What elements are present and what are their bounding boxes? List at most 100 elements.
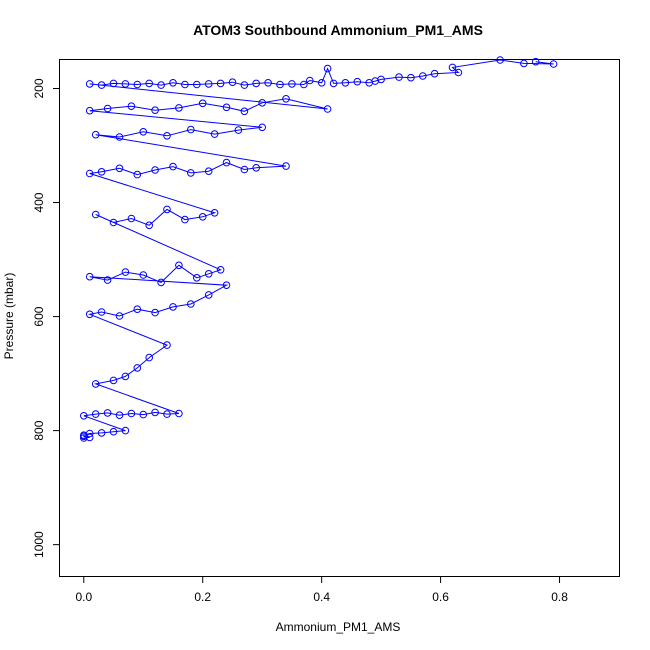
data-point: [407, 73, 415, 82]
data-point: [80, 434, 88, 442]
data-point: [127, 214, 136, 223]
data-point: [323, 105, 332, 113]
x-tick-label: 0.2: [194, 590, 211, 604]
data-point: [151, 166, 159, 174]
data-point: [454, 68, 463, 77]
data-point: [97, 168, 106, 176]
data-point: [91, 210, 100, 219]
data-point: [97, 308, 106, 316]
data-point: [121, 372, 130, 381]
data-point: [97, 81, 106, 89]
data-point: [175, 104, 183, 112]
data-point: [531, 57, 540, 66]
x-axis-label: Ammonium_PM1_AMS: [276, 620, 401, 634]
data-point: [115, 312, 124, 320]
data-point: [198, 99, 207, 108]
data-point: [115, 133, 124, 141]
data-point: [85, 433, 94, 442]
x-tick-label: 0.4: [313, 590, 330, 604]
data-point: [163, 205, 171, 214]
data-point: [258, 123, 267, 132]
data-point: [169, 303, 177, 311]
data-point: [549, 60, 558, 68]
data-point: [80, 412, 88, 420]
data-point: [306, 76, 314, 85]
data-point: [341, 79, 350, 87]
data-point: [240, 81, 249, 89]
data-point: [187, 169, 195, 177]
data-point: [91, 380, 100, 388]
data-point: [496, 56, 504, 64]
data-point: [115, 411, 124, 420]
data-point: [91, 410, 100, 418]
data-point: [115, 164, 124, 173]
data-point: [187, 125, 195, 134]
data-point: [288, 80, 296, 88]
data-point: [133, 170, 142, 179]
data-point: [109, 79, 118, 88]
plot-frame: [59, 59, 620, 577]
data-point: [187, 300, 195, 308]
data-point: [175, 261, 183, 270]
data-point: [151, 106, 159, 114]
data-point: [103, 409, 112, 417]
data-point: [109, 376, 118, 385]
data-point: [139, 128, 148, 136]
data-point: [133, 364, 142, 372]
data-point: [282, 95, 290, 103]
data-point: [181, 215, 189, 224]
data-point: [300, 80, 308, 89]
data-point: [121, 426, 130, 435]
data-point: [210, 130, 219, 138]
data-point: [264, 79, 272, 87]
data-point: [216, 266, 225, 274]
data-point: [276, 80, 284, 89]
data-point: [85, 310, 94, 319]
data-point: [210, 209, 219, 217]
data-point: [419, 72, 427, 80]
data-point: [169, 79, 177, 87]
data-point: [252, 164, 261, 172]
data-point: [234, 126, 243, 134]
data-point: [151, 408, 159, 417]
data-point: [240, 165, 249, 174]
data-point: [145, 79, 153, 88]
y-tick-label: 400: [32, 192, 46, 212]
x-axis: 0.0 0.2 0.4 0.6 0.8: [75, 576, 568, 604]
y-axis-label: Pressure (mbar): [2, 273, 16, 360]
data-point: [520, 59, 528, 68]
data-point: [204, 270, 213, 278]
data-point: [151, 308, 159, 317]
plot-area: [80, 56, 558, 442]
data-point: [193, 274, 201, 282]
data-point: [163, 132, 171, 140]
data-point: [329, 79, 338, 88]
data-point: [198, 213, 207, 221]
data-point: [157, 81, 165, 89]
y-tick-label: 600: [32, 306, 46, 326]
x-tick-label: 0.0: [75, 590, 92, 604]
data-point: [109, 218, 118, 227]
data-point: [222, 158, 231, 167]
data-point: [193, 80, 201, 89]
x-tick-label: 0.6: [432, 590, 449, 604]
data-point: [145, 221, 153, 230]
data-point: [157, 278, 165, 287]
data-point: [127, 102, 136, 110]
data-point: [252, 79, 261, 88]
data-point: [85, 169, 94, 178]
data-point: [353, 77, 362, 86]
data-point: [228, 78, 237, 86]
data-point: [133, 305, 142, 314]
data-point: [91, 130, 100, 139]
data-point: [139, 271, 148, 279]
data-point: [282, 162, 290, 170]
data-point: [216, 79, 225, 88]
data-point: [222, 281, 231, 290]
data-point: [109, 427, 118, 436]
data-point: [169, 162, 177, 171]
data-point: [163, 410, 171, 418]
data-point: [175, 409, 183, 418]
data-point: [204, 167, 213, 175]
